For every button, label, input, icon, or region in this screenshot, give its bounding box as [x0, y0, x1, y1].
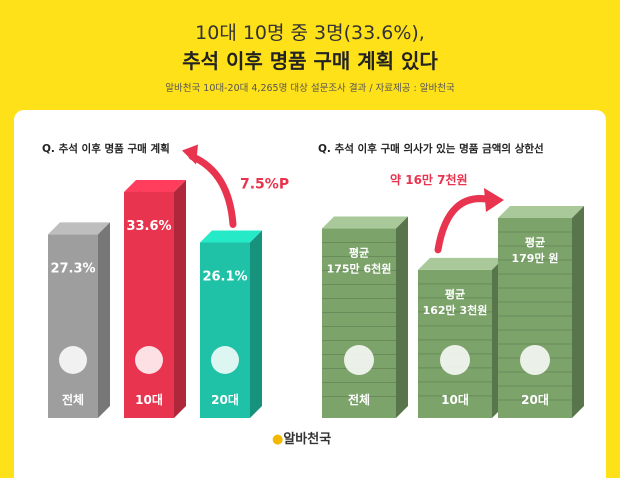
- brand-logo: ●알바천국: [272, 432, 332, 447]
- chart2-value-label-0-a: 평균: [349, 246, 369, 260]
- chart2-bar-top-0: [322, 216, 408, 229]
- chart1-value-label-2: 26.1%: [202, 269, 247, 284]
- chart2-avatar-icon-0: [344, 345, 374, 375]
- chart2-avatar-icon-2: [520, 345, 550, 375]
- chart2-category-label-1: 10대: [441, 393, 469, 407]
- chart2-title: Q. 추석 이후 구매 의사가 있는 명품 금액의 상한선: [318, 142, 544, 155]
- chart2-value-label-0-b: 175만 6천원: [327, 262, 392, 276]
- chart2-value-label-2-a: 평균: [525, 235, 545, 249]
- chart1-category-label-2: 20대: [211, 393, 239, 407]
- brand-logo-text: 알바천국: [283, 432, 332, 447]
- chart2-avatar-icon-1: [440, 345, 470, 375]
- headline-line-2: 추석 이후 명품 구매 계획 있다: [182, 49, 438, 73]
- chart1-annotation: 7.5%P: [240, 176, 289, 192]
- chart2-arrow-head: [484, 188, 504, 212]
- chart1-category-label-0: 전체: [62, 392, 84, 407]
- chart1-title: Q. 추석 이후 명품 구매 계획: [42, 142, 170, 155]
- chart2-value-label-1-a: 평균: [445, 287, 465, 301]
- chart1-bar-top-1: [124, 180, 186, 192]
- chart1-bar-side-1: [174, 180, 186, 418]
- chart2-value-label-1-b: 162만 3천원: [423, 303, 488, 317]
- chart1-bar-top-0: [48, 222, 110, 235]
- chart1-avatar-icon-0: [59, 346, 87, 374]
- headline-line-1: 10대 10명 중 3명(33.6%),: [195, 22, 425, 44]
- chart2-value-label-2-b: 179만 원: [511, 251, 558, 265]
- chart2-annotation: 약 16만 7천원: [390, 172, 468, 187]
- chart1-bar-2: [200, 242, 250, 418]
- chart2-bar-1: [418, 269, 492, 418]
- chart1-bar-side-2: [250, 230, 262, 418]
- chart1-value-label-0: 27.3%: [50, 261, 95, 276]
- chart1-trend-arrow: [188, 152, 237, 228]
- chart2-bar-top-2: [498, 206, 584, 218]
- chart2-category-label-0: 전체: [348, 392, 370, 407]
- chart2-bar-2: [498, 218, 572, 418]
- source-note: 알바천국 10대-20대 4,265명 대상 설문조사 결과 / 자료제공 : …: [165, 83, 455, 94]
- chart2-trend-arrow: [434, 195, 496, 254]
- chart1-bar-1: [124, 192, 174, 418]
- chart2-bar-top-1: [418, 257, 504, 270]
- chart2-bar-0: [322, 228, 396, 418]
- chart1-avatar-icon-2: [211, 346, 239, 374]
- chart2-category-label-2: 20대: [521, 393, 549, 407]
- chart2-bar-side-0: [396, 216, 408, 418]
- chart1-bar-side-0: [98, 222, 110, 418]
- chart1-avatar-icon-1: [135, 346, 163, 374]
- chart1-bar-0: [48, 234, 98, 418]
- chart1-category-label-1: 10대: [135, 393, 163, 407]
- chart2-bar-side-2: [572, 206, 584, 418]
- chart1-value-label-1: 33.6%: [126, 219, 171, 234]
- chart1-arrow-head: [182, 144, 198, 165]
- chart1-bar-top-2: [200, 230, 262, 243]
